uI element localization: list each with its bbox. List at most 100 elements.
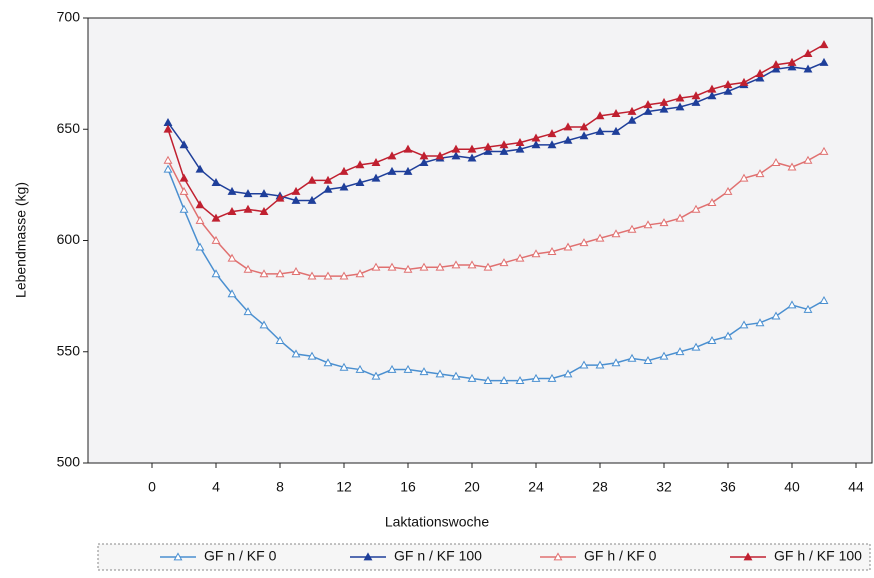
marker bbox=[563, 122, 573, 131]
marker bbox=[403, 264, 413, 273]
marker bbox=[675, 213, 685, 222]
marker bbox=[307, 195, 317, 204]
marker bbox=[675, 102, 685, 111]
marker bbox=[323, 184, 333, 193]
legend-marker bbox=[173, 552, 183, 561]
marker bbox=[803, 48, 813, 57]
x-tick-label: 20 bbox=[464, 479, 480, 495]
marker bbox=[643, 356, 653, 365]
marker bbox=[627, 106, 637, 115]
marker bbox=[307, 351, 317, 360]
marker bbox=[739, 320, 749, 329]
marker bbox=[307, 271, 317, 280]
marker bbox=[227, 186, 237, 195]
marker bbox=[275, 193, 285, 202]
marker bbox=[419, 262, 429, 271]
marker bbox=[451, 371, 461, 380]
marker bbox=[771, 311, 781, 320]
legend-marker bbox=[553, 552, 563, 561]
series-line bbox=[167, 169, 825, 382]
marker bbox=[611, 126, 621, 135]
y-tick-label: 500 bbox=[57, 454, 81, 470]
y-axis-label: Lebendmasse (kg) bbox=[13, 182, 29, 298]
marker bbox=[259, 189, 269, 198]
marker bbox=[483, 146, 493, 155]
marker bbox=[819, 57, 829, 66]
series-line bbox=[167, 61, 825, 202]
marker bbox=[275, 269, 285, 278]
legend-label: GF h / KF 0 bbox=[584, 548, 657, 564]
marker bbox=[451, 260, 461, 269]
marker bbox=[227, 289, 237, 298]
marker bbox=[499, 376, 509, 385]
marker bbox=[563, 369, 573, 378]
marker bbox=[451, 151, 461, 160]
marker bbox=[467, 260, 477, 269]
marker bbox=[803, 64, 813, 73]
marker bbox=[611, 358, 621, 367]
marker bbox=[387, 166, 397, 175]
marker bbox=[819, 146, 829, 155]
marker bbox=[371, 157, 381, 167]
marker bbox=[323, 358, 333, 367]
marker bbox=[723, 331, 733, 340]
y-tick-label: 700 bbox=[57, 9, 81, 25]
series-line bbox=[167, 150, 825, 277]
marker bbox=[547, 373, 557, 382]
marker bbox=[771, 157, 781, 167]
marker bbox=[323, 175, 333, 184]
marker bbox=[531, 140, 541, 149]
marker bbox=[387, 364, 397, 373]
x-tick-label: 16 bbox=[400, 479, 416, 495]
marker bbox=[819, 40, 829, 49]
marker bbox=[163, 124, 173, 133]
marker bbox=[211, 269, 221, 278]
marker bbox=[467, 373, 477, 382]
marker bbox=[579, 238, 589, 247]
marker bbox=[451, 144, 461, 153]
marker bbox=[355, 364, 365, 373]
marker bbox=[787, 57, 797, 66]
x-tick-label: 36 bbox=[720, 479, 736, 495]
marker bbox=[547, 129, 557, 138]
marker bbox=[355, 178, 365, 187]
marker bbox=[595, 126, 605, 135]
marker bbox=[659, 351, 669, 360]
marker bbox=[291, 195, 301, 204]
marker bbox=[499, 146, 509, 155]
marker bbox=[547, 140, 557, 149]
legend-label: GF n / KF 0 bbox=[204, 548, 277, 564]
marker bbox=[291, 349, 301, 358]
x-tick-label: 0 bbox=[148, 479, 156, 495]
marker bbox=[803, 304, 813, 313]
marker bbox=[531, 373, 541, 382]
marker bbox=[227, 206, 237, 215]
legend-marker bbox=[743, 552, 753, 561]
marker bbox=[179, 173, 189, 182]
marker bbox=[419, 151, 429, 160]
marker bbox=[403, 144, 413, 153]
y-tick-label: 550 bbox=[57, 342, 81, 358]
marker bbox=[435, 151, 445, 160]
marker bbox=[659, 104, 669, 113]
marker bbox=[371, 371, 381, 380]
marker bbox=[531, 133, 541, 142]
marker bbox=[755, 68, 765, 78]
marker bbox=[819, 295, 829, 304]
marker bbox=[595, 360, 605, 369]
marker bbox=[771, 60, 781, 69]
marker bbox=[483, 262, 493, 271]
marker bbox=[627, 353, 637, 362]
marker bbox=[355, 269, 365, 278]
marker bbox=[579, 360, 589, 369]
y-tick-label: 600 bbox=[57, 231, 81, 247]
marker bbox=[339, 271, 349, 280]
marker bbox=[723, 86, 733, 95]
marker bbox=[611, 229, 621, 238]
marker bbox=[387, 262, 397, 271]
x-tick-label: 24 bbox=[528, 479, 544, 495]
marker bbox=[691, 204, 701, 213]
marker bbox=[435, 369, 445, 378]
marker bbox=[803, 155, 813, 164]
marker bbox=[291, 267, 301, 276]
